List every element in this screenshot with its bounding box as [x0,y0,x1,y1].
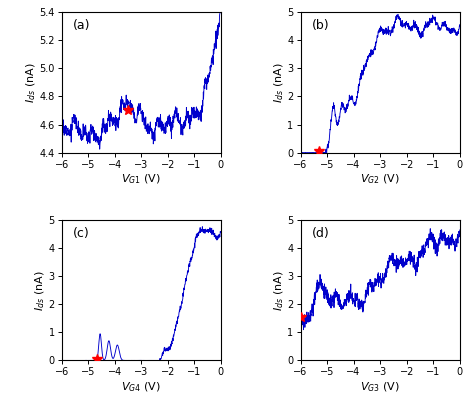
X-axis label: $V_{G4}$ (V): $V_{G4}$ (V) [121,380,161,394]
Text: (d): (d) [312,227,329,240]
Text: (c): (c) [73,227,90,240]
X-axis label: $V_{G1}$ (V): $V_{G1}$ (V) [121,172,161,186]
Y-axis label: $I_{ds}$ (nA): $I_{ds}$ (nA) [24,62,38,102]
Text: (b): (b) [312,19,329,32]
Y-axis label: $I_{ds}$ (nA): $I_{ds}$ (nA) [273,270,286,311]
Y-axis label: $I_{ds}$ (nA): $I_{ds}$ (nA) [273,62,286,102]
Text: (a): (a) [73,19,90,32]
X-axis label: $V_{G3}$ (V): $V_{G3}$ (V) [360,380,400,394]
X-axis label: $V_{G2}$ (V): $V_{G2}$ (V) [360,172,400,186]
Y-axis label: $I_{ds}$ (nA): $I_{ds}$ (nA) [34,270,47,311]
